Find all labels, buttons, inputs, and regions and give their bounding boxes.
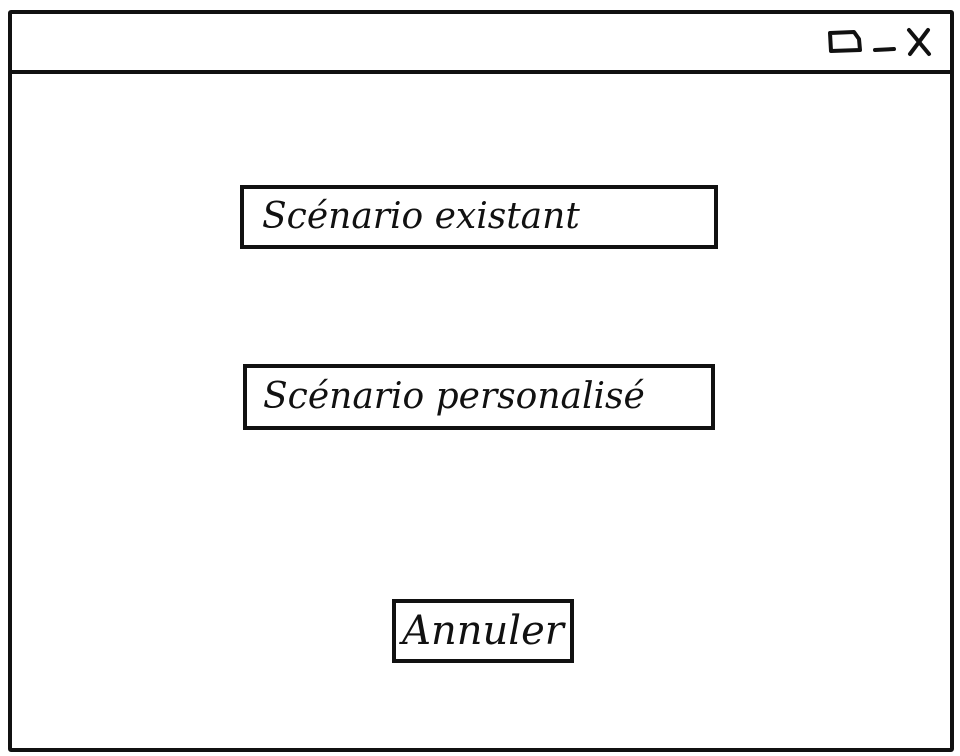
cancel-label: Annuler (402, 608, 564, 654)
minimize-icon[interactable] (872, 28, 898, 56)
custom-scenario-label: Scénario personalisé (263, 376, 645, 417)
cancel-button[interactable]: Annuler (392, 599, 574, 663)
existing-scenario-button[interactable]: Scénario existant (240, 185, 718, 249)
custom-scenario-button[interactable]: Scénario personalisé (243, 364, 715, 430)
window-controls (826, 26, 934, 58)
title-bar (12, 14, 950, 74)
close-icon[interactable] (904, 26, 934, 58)
existing-scenario-label: Scénario existant (262, 196, 580, 237)
window-restore-icon[interactable] (826, 28, 866, 56)
